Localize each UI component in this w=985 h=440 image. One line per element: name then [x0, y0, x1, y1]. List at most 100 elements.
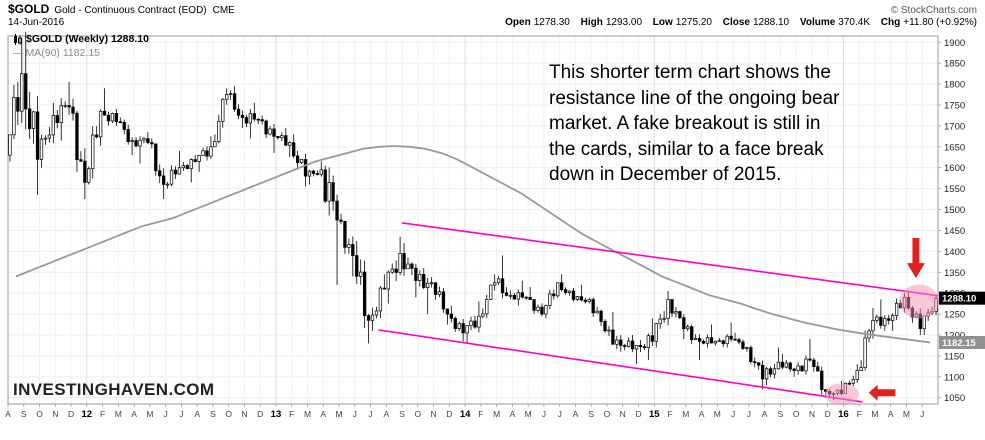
candle-body — [894, 302, 899, 316]
channel-support-line — [378, 329, 863, 403]
candle-body — [299, 159, 304, 164]
candle-body — [540, 306, 544, 315]
annotation-line: resistance line of the ongoing bear — [549, 87, 840, 109]
y-tick-label: 1800 — [944, 80, 965, 91]
candle-body — [611, 329, 615, 345]
candle-body — [800, 365, 804, 372]
candle-body — [859, 367, 863, 371]
candle-body — [150, 142, 154, 145]
candle-body — [489, 284, 493, 300]
y-tick-label: 1150 — [944, 351, 964, 362]
candle-body — [599, 310, 603, 322]
candle-body — [780, 361, 784, 368]
candle-body — [307, 170, 312, 177]
quote-bar: Open 1278.30 High 1293.00 Low 1275.20 Close… — [505, 17, 977, 28]
low-label: Low — [652, 17, 673, 28]
candle-body — [410, 263, 414, 269]
candle-body — [760, 364, 765, 380]
ticker-symbol: $GOLD — [8, 2, 50, 16]
x-tick-label: N — [620, 409, 626, 419]
candle-body — [390, 268, 394, 273]
candle-body — [552, 293, 556, 297]
volume-label: Volume — [799, 17, 836, 28]
candle-body — [591, 299, 595, 314]
x-tick-label: 13 — [271, 409, 282, 420]
volume-value: 370.4K — [838, 17, 870, 28]
candle-body — [169, 169, 174, 185]
candle-body — [544, 305, 548, 315]
candle-body — [875, 316, 879, 321]
candle-body — [851, 379, 855, 384]
candle-body — [114, 113, 119, 123]
candle-body — [232, 93, 237, 110]
x-tick-label: A — [573, 409, 579, 419]
high-value: 1293.00 — [605, 17, 643, 28]
candle-body — [272, 128, 276, 137]
candle-body — [28, 108, 32, 129]
chart-header: $GOLD Gold - Continuous Contract (EOD) C… — [8, 2, 977, 16]
price-box-value: 1288.10 — [942, 294, 976, 305]
open-value: 1278.30 — [533, 17, 570, 28]
candle-body — [485, 299, 489, 315]
candle-body — [12, 97, 16, 136]
y-tick-label: 1550 — [944, 184, 965, 195]
x-tick-label: A — [762, 409, 768, 419]
candle-body — [331, 182, 335, 202]
candle-body — [244, 117, 249, 124]
candle-body — [280, 135, 284, 138]
candle-body — [512, 294, 517, 300]
ticker-description: Gold - Continuous Contract (EOD) — [54, 5, 207, 16]
candle-body — [654, 323, 658, 342]
candle-body — [351, 244, 355, 256]
candle-body — [292, 142, 296, 157]
candle-body — [496, 278, 501, 284]
candle-body — [682, 317, 686, 330]
series-legend: $GOLD (Weekly) 1288.10 — MA(90) 1182.15 — [13, 33, 149, 60]
candle-body — [189, 159, 193, 169]
candle-body — [615, 339, 619, 345]
y-tick-label: 1100 — [944, 372, 964, 383]
y-tick-label: 1900 — [944, 38, 965, 49]
candle-body — [311, 170, 316, 174]
candle-body — [67, 105, 71, 108]
candle-body — [883, 318, 887, 326]
candle-body — [741, 341, 745, 349]
candle-body — [879, 316, 883, 326]
candle-body — [83, 160, 87, 183]
x-tick-label: M — [714, 409, 721, 419]
x-tick-label: N — [809, 409, 815, 419]
annotation-line: the cards, similar to a face break — [549, 138, 824, 160]
candle-body — [575, 296, 580, 300]
candle-body — [106, 114, 111, 122]
candle-body — [465, 325, 469, 334]
x-tick-label: F — [857, 409, 862, 419]
candle-body — [201, 150, 205, 156]
x-tick-label: J — [179, 409, 183, 419]
candle-body — [110, 113, 115, 122]
x-tick-label: S — [21, 409, 27, 419]
candle-body — [634, 345, 639, 350]
x-tick-label: 15 — [649, 409, 660, 420]
x-tick-label: F — [478, 409, 483, 419]
x-tick-label: 16 — [838, 409, 849, 420]
candle-body — [567, 290, 572, 293]
x-tick-label: J — [747, 409, 751, 419]
x-tick-label: A — [888, 409, 894, 419]
y-tick-label: 1400 — [944, 247, 965, 258]
candle-body — [303, 159, 308, 177]
candle-body — [378, 287, 383, 312]
y-tick-label: 1050 — [944, 393, 965, 404]
candle-body — [729, 335, 733, 340]
candle-body — [524, 296, 528, 299]
candle-body — [213, 141, 217, 148]
candle-body — [91, 134, 95, 170]
x-tick-label: O — [36, 409, 43, 419]
candle-body — [59, 105, 63, 124]
candle-body — [359, 271, 363, 277]
candle-body — [268, 128, 272, 135]
price-box-value: 1182.15 — [942, 338, 977, 349]
candle-body — [670, 299, 674, 314]
candle-body — [319, 169, 323, 175]
candle-body — [772, 368, 777, 375]
candle-body — [733, 338, 737, 341]
